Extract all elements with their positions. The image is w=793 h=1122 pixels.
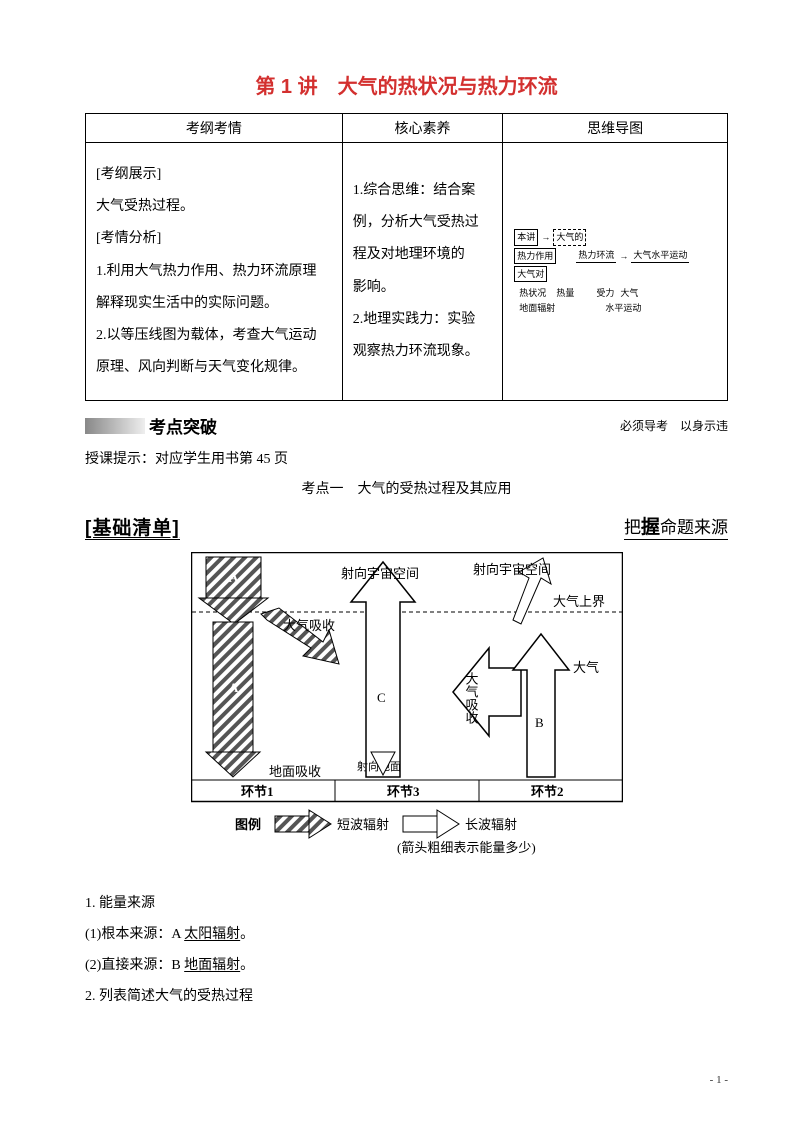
legend-note: (箭头粗细表示能量多少)	[397, 840, 536, 855]
label-C: C	[377, 690, 386, 705]
c2-l3: 影响。	[353, 272, 493, 304]
c1-l2: [考情分析]	[96, 223, 332, 255]
legend-long-wave-icon	[403, 810, 459, 838]
td-hexin: 1.综合思维：结合案 例，分析大气受热过 程及对地理环境的 影响。 2.地理实践…	[342, 143, 503, 401]
mm-l4a: 大气对	[514, 266, 547, 282]
arrow-atm-absorb-1	[261, 608, 339, 664]
body-l1: 1. 能量来源	[85, 889, 728, 920]
c1-l0: [考纲展示]	[96, 159, 332, 191]
c2-l1: 例，分析大气受热过	[353, 207, 493, 239]
base-label: [基础清单]	[85, 513, 180, 540]
c2-l5: 观察热力环流现象。	[353, 336, 493, 368]
c1-l3: 1.利用大气热力作用、热力环流原理	[96, 256, 332, 288]
label-ground-absorb: 地面吸收	[269, 764, 321, 779]
td-kaogang: [考纲展示] 大气受热过程。 [考情分析] 1.利用大气热力作用、热力环流原理 …	[86, 143, 343, 401]
arrow-short-wave-A: A A	[199, 557, 268, 777]
label-atm-absorb-2: 大气吸收	[463, 672, 478, 724]
body-l3: (2)直接来源：B 地面辐射。	[85, 951, 728, 982]
th-kaogang: 考纲考情	[86, 114, 343, 143]
mm-col3: 大气	[620, 286, 638, 300]
gradient-bar-icon	[85, 418, 145, 434]
label-A-mid: A	[229, 680, 239, 695]
mm-l3a: 热力作用	[514, 248, 556, 264]
label-atmosphere: 大气	[573, 660, 599, 675]
th-siwei: 思维导图	[503, 114, 728, 143]
mm-col1: 热量	[556, 286, 574, 300]
heat-process-diagram: A A 大气吸收 地面吸收 射向宇宙空间 C 射向地面	[191, 552, 623, 877]
arrow-C-up	[351, 562, 415, 777]
label-atm-top: 大气上界	[553, 594, 605, 609]
mm-l3b: 热力环流	[576, 248, 616, 263]
td-siwei: 本讲 → 大气的 热力作用 热力环流 → 大气水平运动 大气对	[503, 143, 728, 401]
legend-short-wave: 短波辐射	[337, 817, 389, 832]
syllabus-table: 考纲考情 核心素养 思维导图 [考纲展示] 大气受热过程。 [考情分析] 1.利…	[85, 113, 728, 401]
c2-l0: 1.综合思维：结合案	[353, 175, 493, 207]
c2-l2: 程及对地理环境的	[353, 239, 493, 271]
mm-arrow-1: →	[541, 230, 550, 244]
label-to-space-1: 射向宇宙空间	[341, 566, 419, 581]
lecture-hint: 授课提示：对应学生用书第 45 页	[85, 448, 728, 468]
legend-long-wave: 长波辐射	[465, 817, 517, 832]
mm-col5: 水平运动	[605, 301, 641, 315]
c1-l6: 原理、风向判断与天气变化规律。	[96, 352, 332, 384]
page-number: - 1 -	[710, 1074, 728, 1086]
c1-l5: 2.以等压线图为载体，考查大气运动	[96, 320, 332, 352]
mm-l3c: 大气水平运动	[631, 248, 689, 263]
stage1-label: 环节1	[241, 784, 274, 799]
legend-short-wave-icon	[275, 810, 331, 838]
mindmap: 本讲 → 大气的 热力作用 热力环流 → 大气水平运动 大气对	[513, 228, 717, 315]
label-B: B	[535, 715, 544, 730]
page-title: 第 1 讲 大气的热状况与热力环流	[85, 70, 728, 99]
label-to-space-2: 射向宇宙空间	[473, 562, 551, 577]
legend-title: 图例	[235, 817, 261, 832]
breakthrough-heading: 考点突破	[149, 413, 217, 438]
mm-col2: 受力	[596, 286, 614, 300]
c1-l1: 大气受热过程。	[96, 191, 332, 223]
mm-arrow-2: →	[619, 249, 628, 263]
label-atm-absorb-1: 大气吸收	[283, 618, 335, 633]
body-l2: (1)根本来源：A 太阳辐射。	[85, 920, 728, 951]
th-hexin: 核心素养	[342, 114, 503, 143]
mm-l2: 大气的	[553, 229, 586, 245]
body-l4: 2. 列表简述大气的受热过程	[85, 982, 728, 1013]
c2-l4: 2.地理实践力：实验	[353, 304, 493, 336]
mm-col0: 热状况	[519, 286, 546, 300]
sub-title: 考点一 大气的受热过程及其应用	[85, 478, 728, 498]
base-right: 把 握 命题来源	[624, 512, 728, 540]
breakthrough-subtext: 必须导考 以身示违	[620, 417, 728, 434]
stage2-label: 环节2	[531, 784, 564, 799]
stage3-label: 环节3	[387, 784, 420, 799]
mm-col4: 地面辐射	[519, 301, 555, 315]
label-A-top: A	[229, 570, 239, 585]
mm-l1: 本讲	[514, 229, 538, 245]
c1-l4: 解释现实生活中的实际问题。	[96, 288, 332, 320]
